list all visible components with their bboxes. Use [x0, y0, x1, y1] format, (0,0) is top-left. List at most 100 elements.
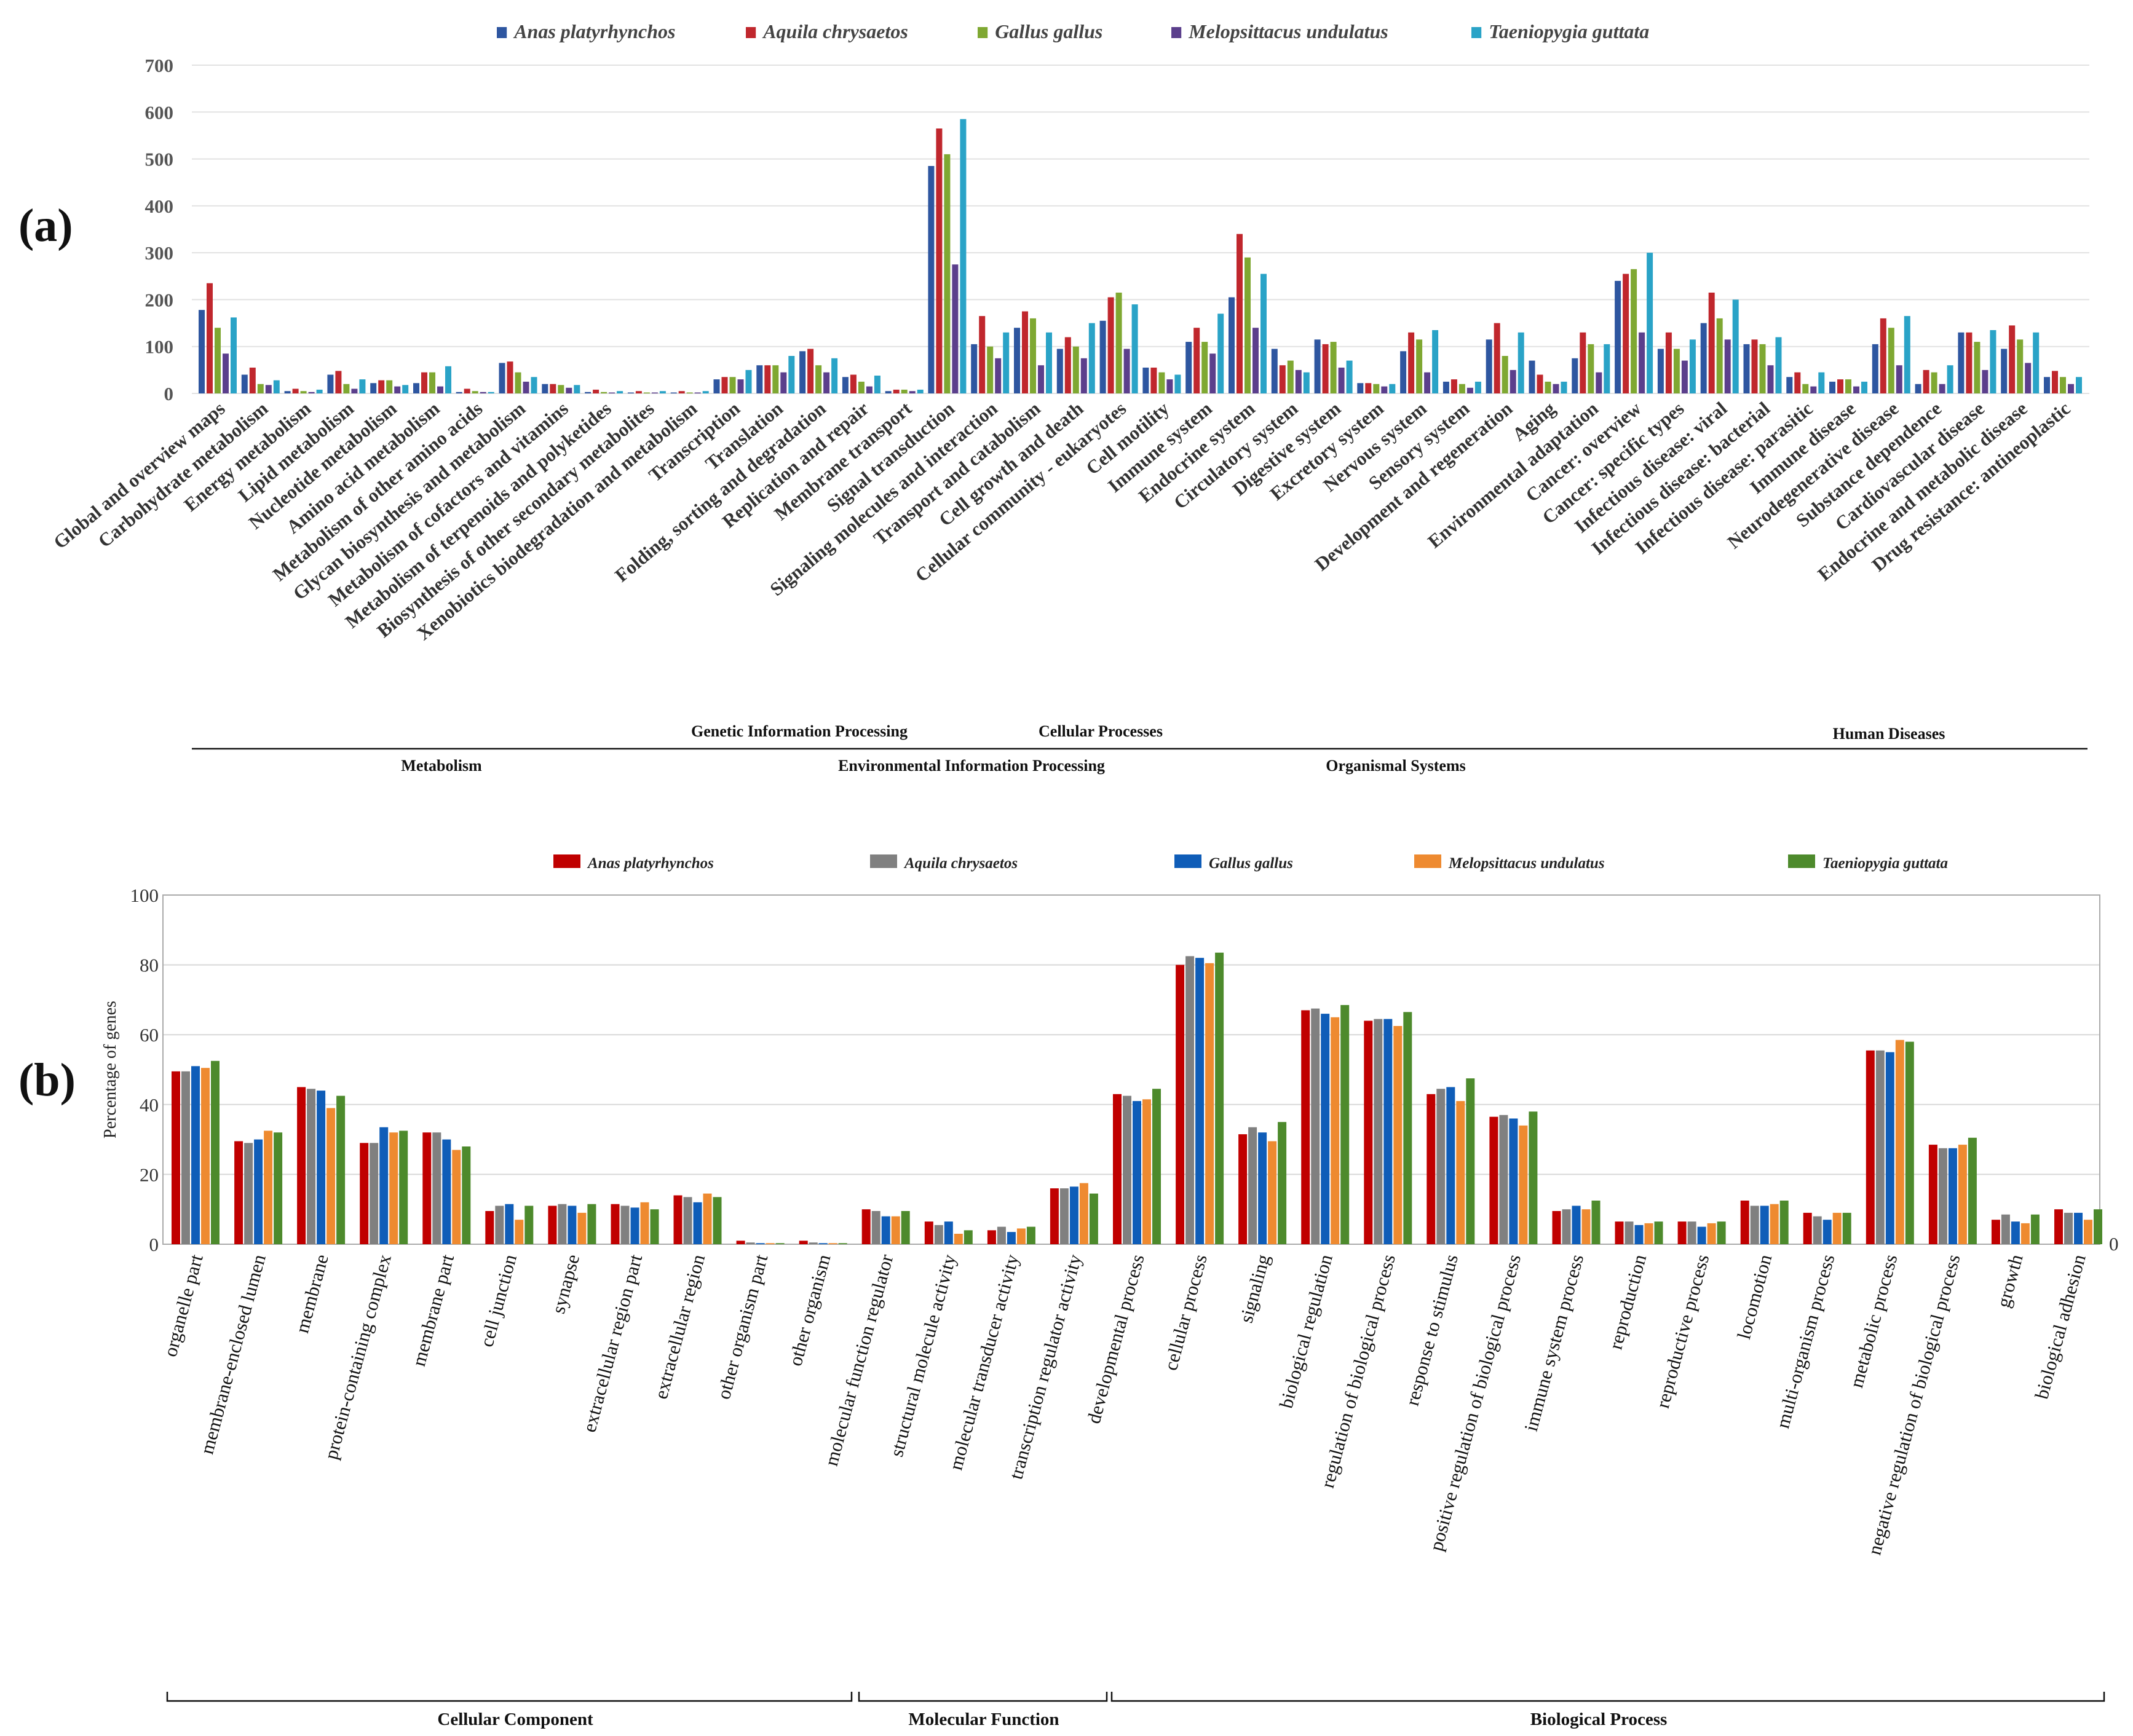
bar-xenobiotics-biodegradation-and-metabolism-taeniopygia-guttata [702, 391, 709, 393]
bar-cell-motility-anas-platyrhynchos [1142, 368, 1149, 393]
bar-membrane-part-gallus-gallus [442, 1139, 451, 1244]
bar-multi-organism-process-aquila-chrysaetos [1813, 1216, 1822, 1244]
bar-membrane-anas-platyrhynchos [297, 1087, 306, 1244]
bar-cellular-community-eukaryotes-aquila-chrysaetos [1107, 297, 1114, 393]
bar-transcription-anas-platyrhynchos [713, 379, 720, 393]
bar-neurodegenerative-disease-taeniopygia-guttata [1904, 316, 1910, 393]
bar-amino-acid-metabolism-taeniopygia-guttata [445, 366, 451, 393]
bar-sensory-system-aquila-chrysaetos [1450, 379, 1457, 393]
bar-circulatory-system-aquila-chrysaetos [1279, 365, 1286, 393]
group-label-environmental-information-processing: Environmental Information Processing [838, 757, 1105, 775]
bar-immune-system-process-taeniopygia-guttata [1591, 1201, 1601, 1244]
x-tick-label-immune-system-process: immune system process [1520, 1252, 1588, 1434]
bar-digestive-system-aquila-chrysaetos [1322, 344, 1329, 393]
group-label-metabolism: Metabolism [401, 757, 482, 775]
bar-molecular-function-regulator-melopsittacus-undulatus [891, 1216, 900, 1244]
bar-signaling-gallus-gallus [1258, 1132, 1267, 1244]
chart-b-y-axis: 0 20 40 60 80 100 [130, 885, 159, 1255]
bar-neurodegenerative-disease-melopsittacus-undulatus [1896, 365, 1902, 393]
x-tick-label-regulation-of-biological-process: regulation of biological process [1316, 1252, 1399, 1490]
bar-cell-junction-anas-platyrhynchos [485, 1211, 494, 1244]
bar-response-to-stimulus-anas-platyrhynchos [1427, 1094, 1436, 1244]
bar-signaling-molecules-and-interaction-melopsittacus-undulatus [995, 358, 1002, 393]
x-tick-label-biological-regulation: biological regulation [1275, 1252, 1337, 1410]
bar-membrane-enclosed-lumen-melopsittacus-undulatus [264, 1130, 273, 1244]
bar-neurodegenerative-disease-aquila-chrysaetos [1880, 318, 1886, 393]
bar-immune-system-aquila-chrysaetos [1193, 328, 1200, 393]
x-tick-label-synapse: synapse [547, 1252, 584, 1316]
legend-label-aquila-chrysaetos: Aquila chrysaetos [762, 20, 908, 42]
legend-swatch-taeniopygia-guttata [1788, 854, 1815, 868]
bar-cellular-process-aquila-chrysaetos [1185, 956, 1195, 1244]
bar-glycan-biosynthesis-and-metabolism-aquila-chrysaetos [507, 361, 513, 393]
bar-membrane-gallus-gallus [317, 1091, 326, 1244]
bar-growth-taeniopygia-guttata [2030, 1214, 2040, 1244]
bar-molecular-function-regulator-anas-platyrhynchos [861, 1209, 871, 1244]
bar-substance-dependence-melopsittacus-undulatus [1939, 384, 1945, 393]
bar-immune-system-process-gallus-gallus [1572, 1205, 1581, 1244]
bar-extracellular-region-gallus-gallus [693, 1202, 702, 1244]
bar-extracellular-region-part-gallus-gallus [630, 1207, 639, 1244]
bar-cellular-process-gallus-gallus [1195, 958, 1205, 1244]
legend-swatch-melopsittacus-undulatus [1414, 854, 1441, 868]
bar-aging-taeniopygia-guttata [1561, 381, 1567, 393]
bar-growth-anas-platyrhynchos [1991, 1220, 2000, 1244]
bar-xenobiotics-biodegradation-and-metabolism-anas-platyrhynchos [670, 392, 677, 393]
bar-reproduction-melopsittacus-undulatus [1644, 1223, 1653, 1244]
bar-substance-dependence-anas-platyrhynchos [1915, 384, 1921, 393]
bar-glycan-biosynthesis-and-metabolism-melopsittacus-undulatus [523, 381, 529, 393]
bar-digestive-system-gallus-gallus [1330, 342, 1337, 393]
legend-swatch-melopsittacus-undulatus [1171, 27, 1182, 38]
bar-immune-system-process-aquila-chrysaetos [1562, 1209, 1571, 1244]
bar-substance-dependence-gallus-gallus [1931, 372, 1937, 393]
bar-regulation-of-biological-process-anas-platyrhynchos [1364, 1020, 1373, 1244]
bar-cardiovascular-disease-taeniopygia-guttata [1990, 330, 1996, 393]
bar-cell-growth-and-death-gallus-gallus [1072, 346, 1079, 393]
bar-metabolism-of-terpenoids-and-polyketides-gallus-gallus [601, 392, 607, 393]
bar-metabolism-of-cofactors-and-vitamins-melopsittacus-undulatus [566, 387, 572, 393]
bar-extracellular-region-part-anas-platyrhynchos [611, 1204, 620, 1244]
bar-endocrine-system-melopsittacus-undulatus [1252, 328, 1259, 393]
x-tick-label-molecular-transducer-activity: molecular transducer activity [944, 1252, 1023, 1472]
bar-extracellular-region-part-taeniopygia-guttata [650, 1209, 659, 1244]
bar-locomotion-gallus-gallus [1760, 1205, 1769, 1244]
bar-immune-system-process-anas-platyrhynchos [1552, 1211, 1561, 1244]
bar-synapse-gallus-gallus [568, 1205, 577, 1244]
bar-nervous-system-gallus-gallus [1416, 339, 1423, 393]
bar-metabolism-of-other-amino-acids-melopsittacus-undulatus [480, 392, 486, 393]
bar-biological-adhesion-anas-platyrhynchos [2054, 1209, 2063, 1244]
x-tick-label-organelle-part: organelle part [159, 1252, 207, 1359]
bar-reproduction-anas-platyrhynchos [1615, 1221, 1624, 1244]
bar-immune-system-process-melopsittacus-undulatus [1581, 1209, 1591, 1244]
bar-development-and-regeneration-taeniopygia-guttata [1518, 332, 1524, 393]
bar-endocrine-system-taeniopygia-guttata [1260, 274, 1267, 393]
group-label-human-diseases: Human Diseases [1833, 725, 1945, 743]
bar-growth-melopsittacus-undulatus [2020, 1223, 2030, 1244]
bar-structural-molecule-activity-aquila-chrysaetos [934, 1225, 943, 1244]
bar-development-and-regeneration-aquila-chrysaetos [1494, 323, 1500, 393]
bar-aging-aquila-chrysaetos [1537, 374, 1543, 393]
bar-cellular-process-melopsittacus-undulatus [1205, 963, 1214, 1244]
bracket-biological-process [1110, 1692, 2105, 1702]
bar-infectious-disease-viral-anas-platyrhynchos [1700, 323, 1707, 393]
group-label-cellular-component: Cellular Component [437, 1710, 593, 1729]
bar-cell-growth-and-death-melopsittacus-undulatus [1080, 358, 1087, 393]
bar-transport-and-catabolism-taeniopygia-guttata [1046, 332, 1052, 393]
bar-transcription-melopsittacus-undulatus [737, 379, 744, 393]
x-tick-label-response-to-stimulus: response to stimulus [1401, 1252, 1462, 1408]
bar-infectious-disease-parasitic-taeniopygia-guttata [1818, 372, 1825, 393]
x-tick-label-carbohydrate-metabolism: Carbohydrate metabolism [94, 397, 272, 551]
bar-replication-and-repair-taeniopygia-guttata [874, 376, 881, 393]
bar-metabolic-process-aquila-chrysaetos [1875, 1050, 1885, 1244]
bar-synapse-taeniopygia-guttata [587, 1204, 596, 1244]
bar-energy-metabolism-anas-platyrhynchos [284, 391, 291, 393]
legend-swatch-anas-platyrhynchos [497, 27, 507, 38]
bar-biological-adhesion-melopsittacus-undulatus [2084, 1220, 2092, 1244]
bar-reproductive-process-melopsittacus-undulatus [1707, 1223, 1716, 1244]
bar-multi-organism-process-anas-platyrhynchos [1803, 1212, 1812, 1244]
bar-protein-containing-complex-aquila-chrysaetos [370, 1143, 379, 1244]
bar-metabolism-of-other-amino-acids-gallus-gallus [472, 391, 478, 393]
bar-circulatory-system-taeniopygia-guttata [1303, 372, 1310, 393]
bar-translation-aquila-chrysaetos [764, 365, 771, 393]
bar-metabolism-of-other-amino-acids-aquila-chrysaetos [464, 389, 470, 393]
